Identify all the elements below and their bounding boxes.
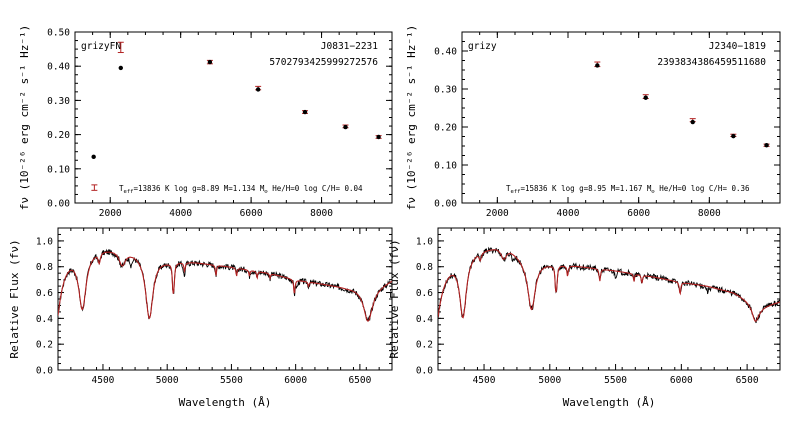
fit-parameters-part: ⊙: [264, 189, 267, 195]
plot-frame: [57, 227, 393, 371]
x-tick-label: 2000: [486, 208, 509, 219]
x-tick-label: 6000: [240, 208, 263, 219]
y-tick-label: 0.0: [416, 366, 433, 377]
x-tick-label: 4000: [557, 208, 580, 219]
model-point: [595, 63, 600, 68]
y-axis-label: fν (10⁻²⁶ erg cm⁻² s⁻¹ Hz⁻¹): [405, 25, 418, 210]
x-tick-label: 6500: [348, 375, 371, 386]
object-name: J2340−1819: [709, 41, 766, 52]
y-tick-label: 1.0: [36, 236, 53, 247]
y-tick-label: 0.4: [36, 314, 53, 325]
y-tick-label: 0.50: [47, 28, 70, 39]
x-tick-label: 4000: [169, 208, 192, 219]
x-tick-label: 5000: [156, 375, 179, 386]
filter-set-label: grizyFN: [81, 41, 121, 52]
model-point: [207, 59, 213, 65]
fit-parameters: Teff=13836 K log g=8.89 M=1.134 M⊙ He/H=…: [119, 184, 363, 195]
photometry-panel-top-right: 2000 4000 6000 8000 0.00 0.10 0.20 0.30 0.40 fν (…: [405, 25, 781, 219]
fit-parameters-part: =13836 K log g=8.89 M=1.134 M: [133, 184, 264, 193]
y-tick-label: 0.40: [47, 62, 70, 73]
fit-parameters-part: eff: [124, 189, 134, 195]
filter-set-label: grizy: [468, 41, 497, 52]
x-tick-label: 8000: [698, 208, 721, 219]
y-tick-label: 0.10: [434, 161, 457, 172]
model-point: [118, 65, 123, 71]
model-point: [376, 134, 381, 140]
spectrum-panel-bottom-left: 4500 5000 5500 6000 6500 0.0 0.2 0.4 0.6 0.8 1.0 Re…: [8, 227, 393, 409]
y-tick-label: 0.20: [47, 130, 70, 141]
spectrum-panel-bottom-right: 4500 5000 5500 6000 6500 0.0 0.2 0.4 0.6 0.8 1.0 Re…: [388, 227, 781, 409]
model-point: [731, 133, 736, 139]
y-axis-label: Relative Flux (fν): [8, 239, 21, 358]
model-point: [255, 87, 261, 92]
x-axis-label: Wavelength (Å): [563, 396, 656, 409]
fit-parameters-part: =15836 K log g=8.95 M=1.167 M: [520, 184, 651, 193]
x-tick-label: 6000: [627, 208, 650, 219]
x-tick-label: 5500: [220, 375, 243, 386]
x-tick-label: 5500: [604, 375, 627, 386]
x-tick-label: 8000: [310, 208, 333, 219]
y-tick-label: 0.8: [416, 262, 433, 273]
y-tick-label: 0.30: [434, 85, 457, 96]
fit-parameters-part: He/H=0 log C/H= 0.04: [268, 184, 363, 193]
x-tick-label: 4500: [473, 375, 496, 386]
model-point: [764, 143, 769, 148]
x-tick-label: 2000: [99, 208, 122, 219]
x-axis-label: Wavelength (Å): [179, 396, 272, 409]
y-tick-label: 0.10: [47, 164, 70, 175]
fit-parameters-part: T: [506, 184, 511, 193]
model-point: [643, 95, 648, 100]
fit-parameters-part: He/H=0 log C/H= 0.36: [655, 184, 750, 193]
observed-spectrum-line: [58, 248, 392, 321]
y-tick-label: 0.00: [47, 199, 70, 210]
source-id: 2393834386459511680: [657, 57, 766, 68]
y-tick-label: 0.30: [47, 96, 70, 107]
y-tick-label: 1.0: [416, 236, 433, 247]
model-point: [302, 109, 308, 115]
x-tick-label: 5000: [538, 375, 561, 386]
y-tick-label: 0.00: [434, 199, 457, 210]
y-tick-label: 0.4: [416, 314, 433, 325]
y-axis-label: Relative Flux (fν): [388, 239, 401, 358]
fit-parameters-part: ⊙: [651, 189, 654, 195]
model-point: [343, 124, 348, 130]
x-tick-label: 6500: [736, 375, 759, 386]
fit-parameters-part: eff: [511, 189, 521, 195]
y-tick-label: 0.20: [434, 123, 457, 134]
model-spectrum-line: [58, 251, 392, 322]
model-point: [690, 119, 695, 125]
y-axis-label: fν (10⁻²⁶ erg cm⁻² s⁻¹ Hz⁻¹): [18, 25, 31, 210]
photometry-panel-top-left: 2000 4000 6000 8000 0.00 0.10 0.20 0.30 0.40 0.50…: [18, 25, 393, 219]
model-point: [91, 154, 96, 160]
x-tick-label: 6000: [284, 375, 307, 386]
x-tick-label: 4500: [92, 375, 115, 386]
y-tick-label: 0.6: [36, 288, 53, 299]
fit-parameters-part: T: [119, 184, 124, 193]
x-tick-label: 6000: [670, 375, 693, 386]
y-tick-label: 0.6: [416, 288, 433, 299]
y-tick-label: 0.0: [36, 366, 53, 377]
model-spectrum-line: [438, 249, 780, 322]
y-tick-label: 0.8: [36, 262, 53, 273]
fit-parameters: Teff=15836 K log g=8.95 M=1.167 M⊙ He/H=…: [506, 184, 750, 195]
observed-spectrum-line: [438, 246, 780, 324]
source-id: 5702793425999272576: [269, 57, 378, 68]
y-tick-label: 0.2: [36, 340, 53, 351]
y-tick-label: 0.2: [416, 340, 433, 351]
object-name: J0831−2231: [321, 41, 378, 52]
y-tick-label: 0.40: [434, 47, 457, 58]
